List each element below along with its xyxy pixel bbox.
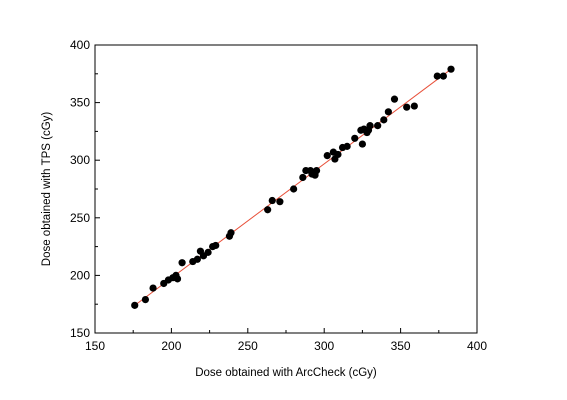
tick-labels: 150 200 250 300 350 400 150 200 250 300 350 400 [70, 38, 487, 353]
y-tick-label: 350 [70, 96, 90, 110]
data-point [380, 116, 388, 124]
x-tick-label: 150 [85, 339, 105, 353]
x-tick-label: 250 [238, 339, 258, 353]
x-axis-label: Dose obtained with ArcCheck (cGy) [195, 367, 377, 379]
data-point [173, 275, 182, 283]
y-tick-label: 400 [70, 38, 90, 52]
data-point [227, 229, 235, 237]
data-point [374, 122, 382, 130]
data-point [141, 295, 150, 304]
data-points-layer [131, 65, 455, 309]
y-tick-label: 200 [70, 268, 90, 282]
data-point [290, 185, 298, 193]
y-tick-label: 300 [70, 153, 90, 167]
data-point [193, 255, 201, 263]
data-point [447, 65, 455, 73]
data-point [390, 95, 399, 103]
data-point [268, 196, 276, 205]
data-point [343, 142, 351, 150]
data-point [264, 206, 272, 214]
y-axis-label: Dose obtained with TPS (cGy) [41, 112, 53, 267]
data-point [334, 150, 342, 159]
data-point [312, 166, 321, 175]
data-point [299, 173, 307, 182]
data-point [149, 284, 157, 292]
data-point [204, 248, 212, 256]
data-point [366, 122, 374, 130]
y-tick-label: 250 [70, 211, 90, 225]
x-tick-label: 400 [467, 339, 487, 353]
axis-ticks [94, 44, 478, 334]
data-point [131, 301, 139, 309]
data-point [212, 241, 220, 250]
data-point [410, 102, 418, 110]
data-point [323, 151, 331, 160]
x-tick-label: 350 [391, 339, 411, 353]
data-point [276, 198, 284, 206]
y-tick-label: 150 [70, 326, 90, 340]
x-tick-label: 300 [314, 339, 334, 353]
data-point [403, 103, 411, 111]
x-tick-label: 200 [161, 339, 181, 353]
data-point [384, 108, 392, 116]
data-point [351, 134, 359, 142]
data-point [439, 72, 447, 80]
data-point [358, 140, 366, 148]
data-point [178, 259, 186, 267]
data-point [433, 72, 441, 80]
